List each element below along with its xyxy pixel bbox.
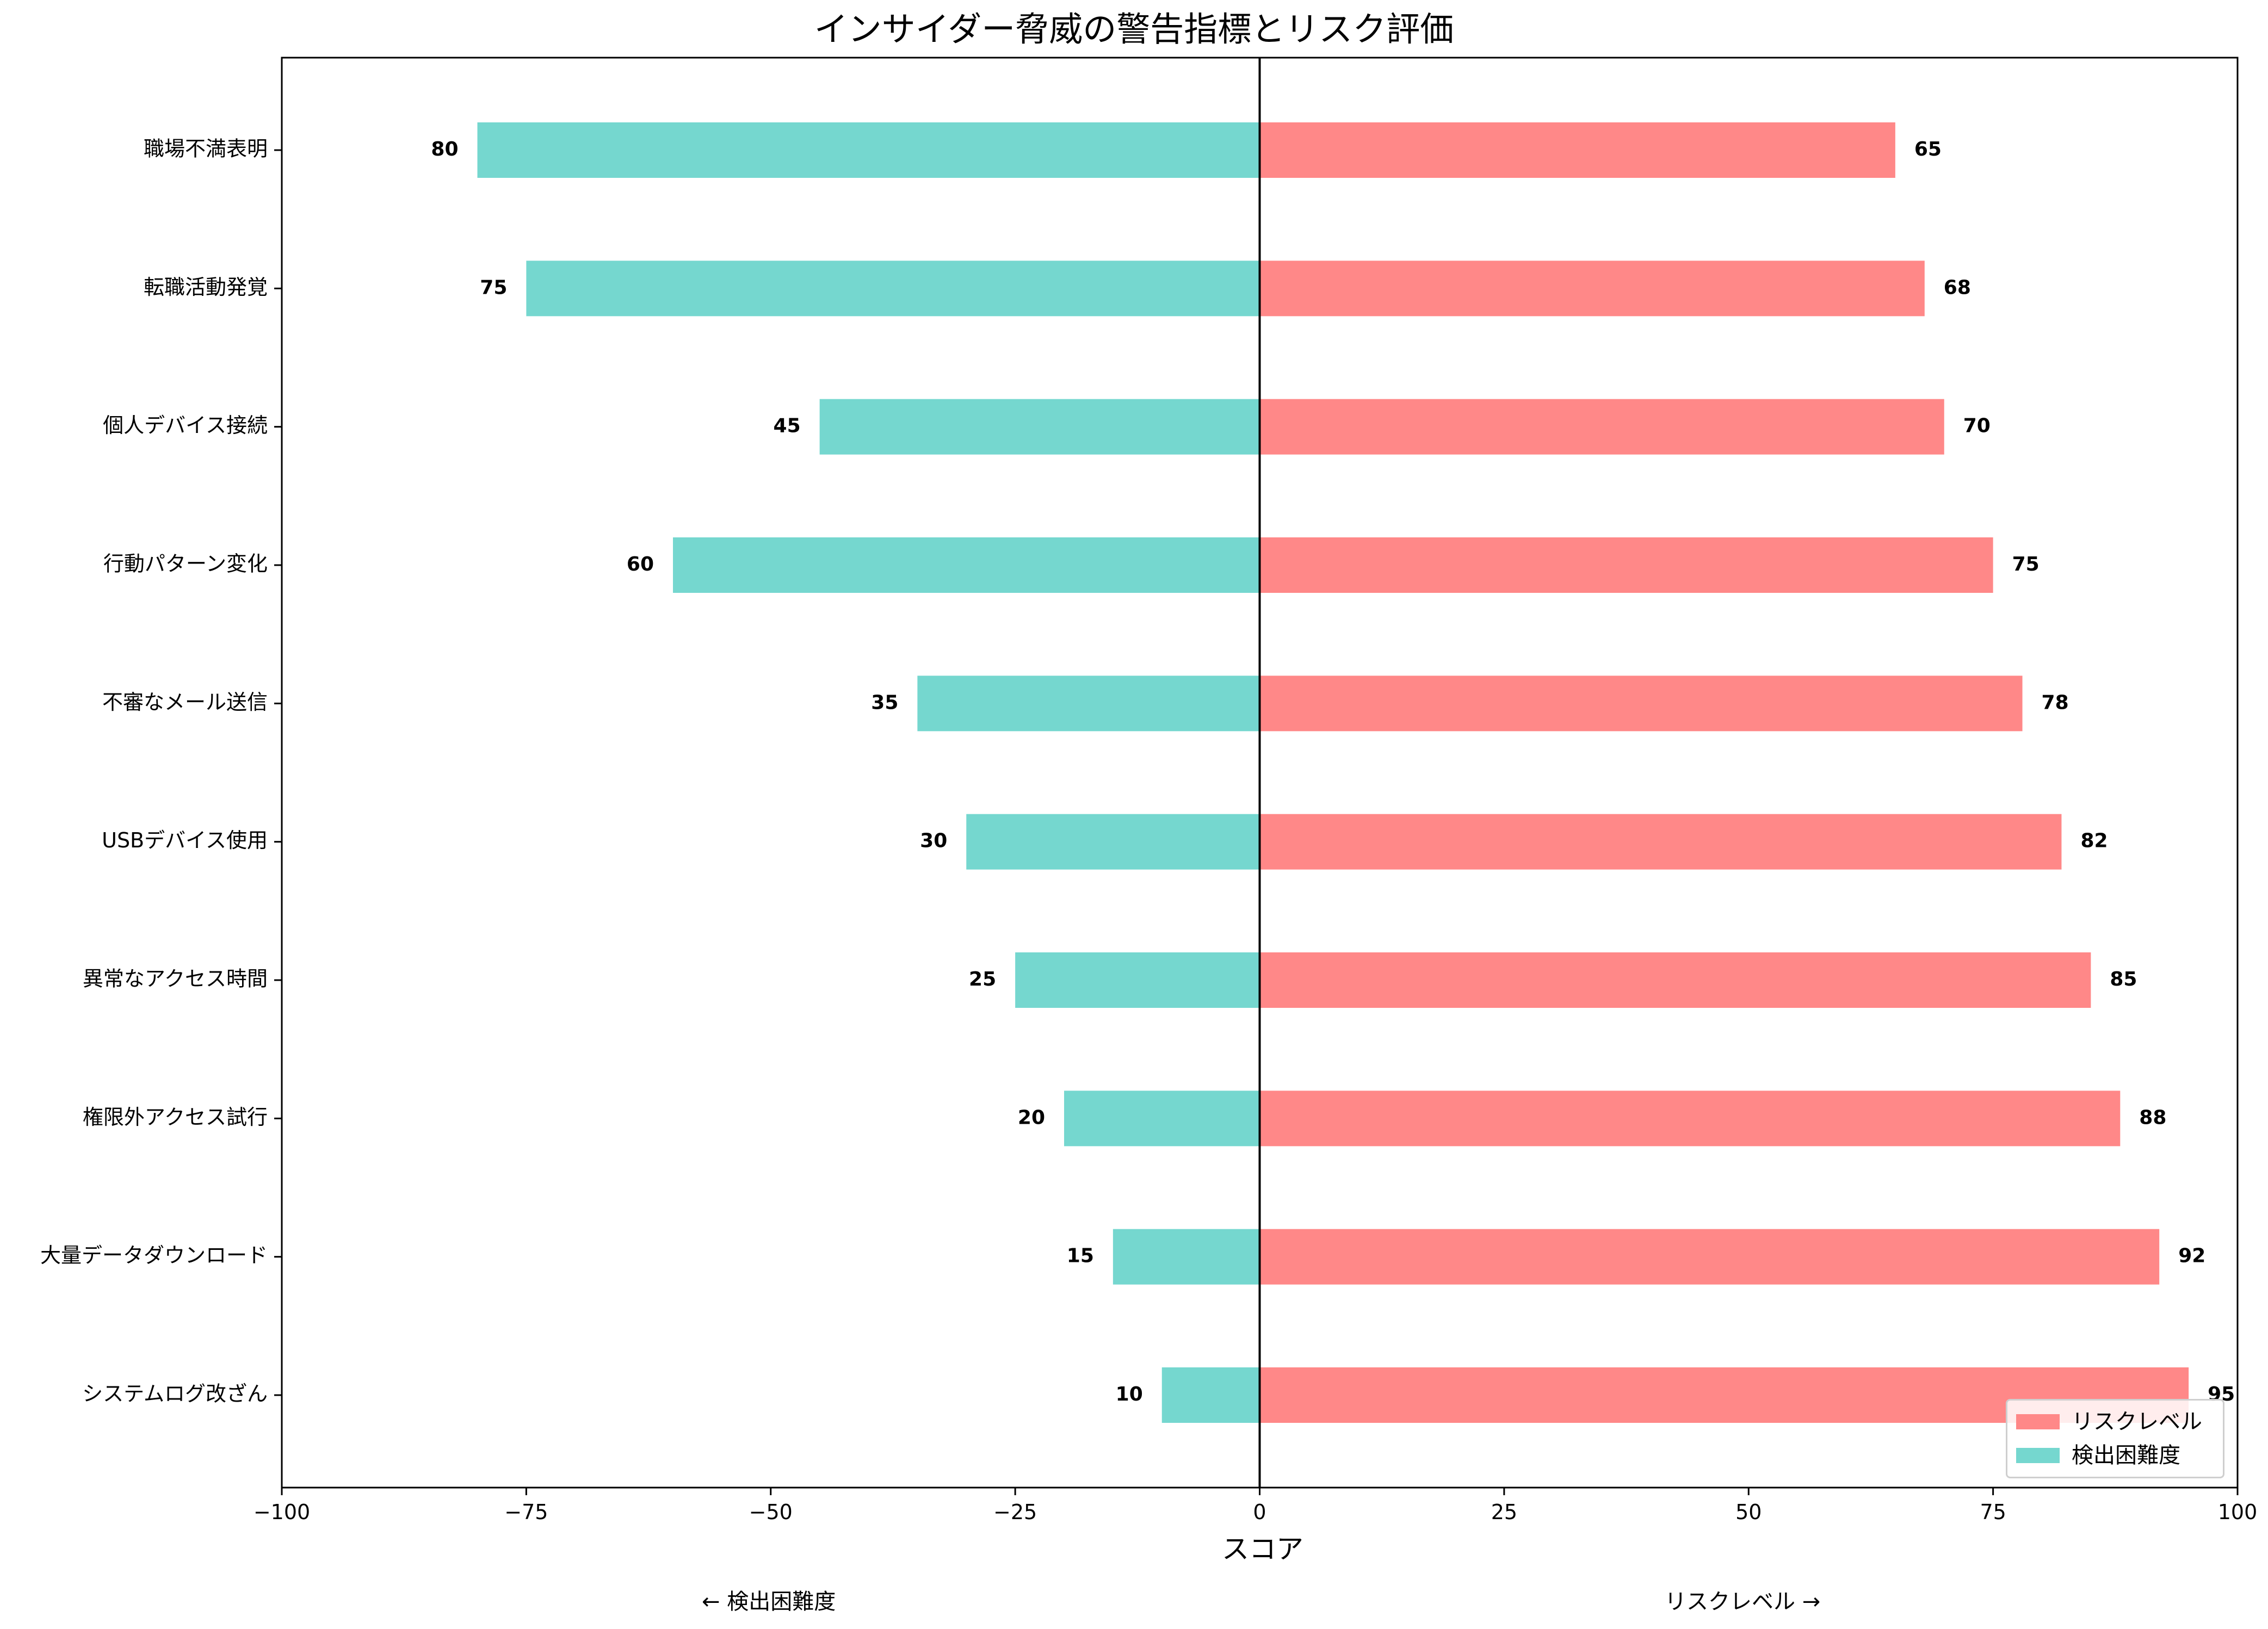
x-tick-label-0: −100 bbox=[254, 1500, 310, 1524]
x-tick-label-2: −50 bbox=[749, 1500, 793, 1524]
value-label-risk-2: 70 bbox=[1963, 415, 1991, 437]
bar-risk-8 bbox=[1259, 1229, 2160, 1285]
value-label-risk-6: 85 bbox=[2110, 968, 2137, 990]
legend-swatch-difficulty bbox=[2016, 1448, 2060, 1463]
value-label-difficulty-8: 15 bbox=[1067, 1245, 1094, 1267]
bars-layer bbox=[477, 122, 2189, 1423]
value-label-difficulty-6: 25 bbox=[969, 968, 996, 990]
legend-label-difficulty: 検出困難度 bbox=[2072, 1443, 2180, 1468]
y-tick-label-8: 大量データダウンロード bbox=[40, 1243, 268, 1267]
x-tick-label-6: 50 bbox=[1735, 1500, 1762, 1524]
x-tick-label-7: 75 bbox=[1980, 1500, 2006, 1524]
value-label-risk-4: 78 bbox=[2042, 691, 2069, 714]
bar-risk-3 bbox=[1259, 537, 1993, 593]
right-side-note: リスクレベル → bbox=[1665, 1589, 1821, 1614]
legend-label-risk: リスクレベル bbox=[2072, 1409, 2202, 1434]
x-tick-label-3: −25 bbox=[993, 1500, 1037, 1524]
y-tick-label-2: 個人デバイス接続 bbox=[103, 413, 268, 437]
bar-difficulty-1 bbox=[526, 261, 1260, 317]
bar-difficulty-0 bbox=[477, 122, 1260, 178]
bar-risk-0 bbox=[1259, 122, 1895, 178]
legend-swatch-risk bbox=[2016, 1414, 2060, 1429]
y-tick-label-9: システムログ改ざん bbox=[82, 1382, 268, 1406]
bar-difficulty-6 bbox=[1015, 952, 1260, 1008]
bar-difficulty-3 bbox=[673, 537, 1260, 593]
value-label-risk-8: 92 bbox=[2178, 1245, 2205, 1267]
value-label-difficulty-9: 10 bbox=[1116, 1383, 1143, 1405]
legend: リスクレベル 検出困難度 bbox=[2006, 1399, 2224, 1478]
bar-risk-2 bbox=[1259, 399, 1944, 455]
value-label-risk-5: 82 bbox=[2080, 830, 2108, 852]
left-side-note: ← 検出困難度 bbox=[702, 1589, 836, 1614]
value-label-risk-7: 88 bbox=[2139, 1106, 2166, 1129]
y-tick-label-5: USBデバイス使用 bbox=[102, 828, 268, 852]
chart-title: インサイダー脅威の警告指標とリスク評価 bbox=[814, 9, 1454, 49]
y-tick-label-6: 異常なアクセス時間 bbox=[83, 967, 268, 991]
bar-difficulty-2 bbox=[819, 399, 1260, 455]
bar-risk-7 bbox=[1259, 1091, 2121, 1147]
value-label-difficulty-4: 35 bbox=[871, 691, 898, 714]
bar-difficulty-8 bbox=[1113, 1229, 1260, 1285]
bar-difficulty-4 bbox=[917, 676, 1260, 732]
bar-difficulty-9 bbox=[1161, 1367, 1260, 1423]
value-label-difficulty-1: 75 bbox=[480, 276, 507, 299]
x-axis-label: スコア bbox=[1222, 1533, 1303, 1565]
bar-risk-4 bbox=[1259, 676, 2023, 732]
x-tick-label-8: 100 bbox=[2218, 1500, 2258, 1524]
bar-risk-1 bbox=[1259, 261, 1925, 317]
legend-item-risk: リスクレベル bbox=[2016, 1407, 2202, 1436]
y-tick-label-7: 権限外アクセス試行 bbox=[83, 1105, 268, 1129]
x-tick-label-4: 0 bbox=[1253, 1500, 1266, 1524]
value-label-difficulty-0: 80 bbox=[431, 138, 458, 160]
y-tick-label-3: 行動パターン変化 bbox=[103, 552, 268, 576]
y-tick-label-4: 不審なメール送信 bbox=[102, 690, 268, 714]
value-label-risk-0: 65 bbox=[1914, 138, 1942, 160]
y-tick-label-1: 転職活動発覚 bbox=[144, 275, 268, 299]
value-label-difficulty-7: 20 bbox=[1018, 1106, 1045, 1129]
value-label-difficulty-3: 60 bbox=[627, 553, 654, 575]
bar-risk-6 bbox=[1259, 952, 2091, 1008]
value-label-risk-3: 75 bbox=[2012, 553, 2040, 575]
legend-item-difficulty: 検出困難度 bbox=[2016, 1441, 2180, 1470]
value-label-risk-1: 68 bbox=[1944, 276, 1971, 299]
bar-difficulty-7 bbox=[1064, 1091, 1260, 1147]
x-tick-label-5: 25 bbox=[1491, 1500, 1517, 1524]
value-label-difficulty-5: 30 bbox=[920, 830, 947, 852]
y-tick-label-0: 職場不満表明 bbox=[144, 137, 268, 161]
bar-difficulty-5 bbox=[966, 814, 1260, 870]
bar-risk-5 bbox=[1259, 814, 2062, 870]
x-tick-label-1: −75 bbox=[504, 1500, 548, 1524]
value-label-difficulty-2: 45 bbox=[774, 415, 801, 437]
